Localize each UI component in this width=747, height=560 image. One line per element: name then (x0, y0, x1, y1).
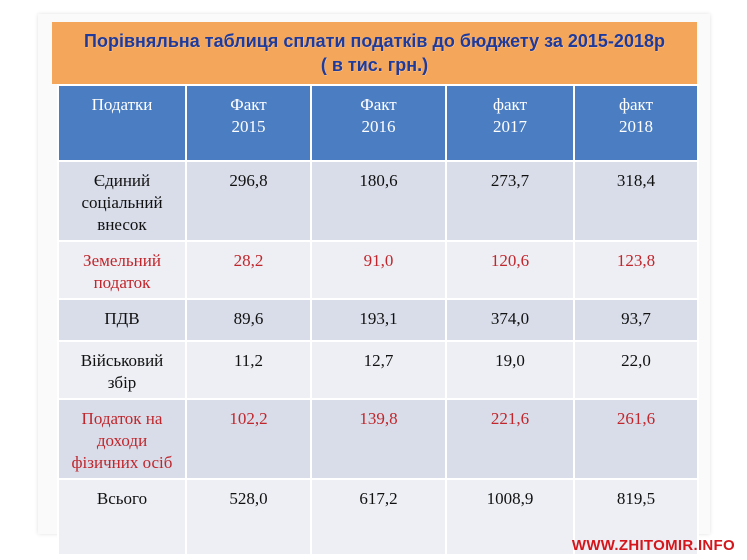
header-2018: факт 2018 (573, 84, 699, 162)
row-label: Земельний податок (57, 240, 187, 300)
cell-value: 12,7 (310, 340, 447, 400)
cell-value: 221,6 (445, 398, 575, 480)
row-label: Військовий збір (57, 340, 187, 400)
tax-comparison-table: Податки Факт 2015 Факт 2016 факт 2017 фа… (57, 84, 699, 556)
title-line-2: ( в тис. грн.) (320, 55, 429, 75)
header-2015: Факт 2015 (185, 84, 312, 162)
header-2016: Факт 2016 (310, 84, 447, 162)
cell-value: 139,8 (310, 398, 447, 480)
cell-value: 1008,9 (445, 478, 575, 556)
row-label: ПДВ (57, 298, 187, 342)
cell-value: 318,4 (573, 160, 699, 242)
row-label: Податок на доходи фізичних осіб (57, 398, 187, 480)
title-line-1: Порівняльна таблиця сплати податків до б… (84, 31, 665, 51)
table-row: ПДВ 89,6 193,1 374,0 93,7 (57, 298, 699, 342)
cell-value: 93,7 (573, 298, 699, 342)
table-row-total: Всього 528,0 617,2 1008,9 819,5 (57, 478, 699, 556)
cell-value: 193,1 (310, 298, 447, 342)
table-row: Військовий збір 11,2 12,7 19,0 22,0 (57, 340, 699, 400)
cell-value: 374,0 (445, 298, 575, 342)
cell-value: 11,2 (185, 340, 312, 400)
cell-value: 91,0 (310, 240, 447, 300)
cell-value: 528,0 (185, 478, 312, 556)
cell-value: 19,0 (445, 340, 575, 400)
row-label: Всього (57, 478, 187, 556)
header-taxes: Податки (57, 84, 187, 162)
cell-value: 120,6 (445, 240, 575, 300)
cell-value: 261,6 (573, 398, 699, 480)
cell-value: 296,8 (185, 160, 312, 242)
cell-value: 123,8 (573, 240, 699, 300)
table-row: Земельний податок 28,2 91,0 120,6 123,8 (57, 240, 699, 300)
cell-value: 102,2 (185, 398, 312, 480)
cell-value: 819,5 (573, 478, 699, 556)
cell-value: 22,0 (573, 340, 699, 400)
cell-value: 273,7 (445, 160, 575, 242)
title-banner: Порівняльна таблиця сплати податків до б… (52, 22, 697, 84)
header-row: Податки Факт 2015 Факт 2016 факт 2017 фа… (57, 84, 699, 162)
table-row: Податок на доходи фізичних осіб 102,2 13… (57, 398, 699, 480)
row-label: Єдиний соціальний внесок (57, 160, 187, 242)
header-2017: факт 2017 (445, 84, 575, 162)
table-row: Єдиний соціальний внесок 296,8 180,6 273… (57, 160, 699, 242)
cell-value: 617,2 (310, 478, 447, 556)
cell-value: 89,6 (185, 298, 312, 342)
cell-value: 180,6 (310, 160, 447, 242)
site-watermark: WWW.ZHITOMIR.INFO (571, 537, 735, 554)
cell-value: 28,2 (185, 240, 312, 300)
